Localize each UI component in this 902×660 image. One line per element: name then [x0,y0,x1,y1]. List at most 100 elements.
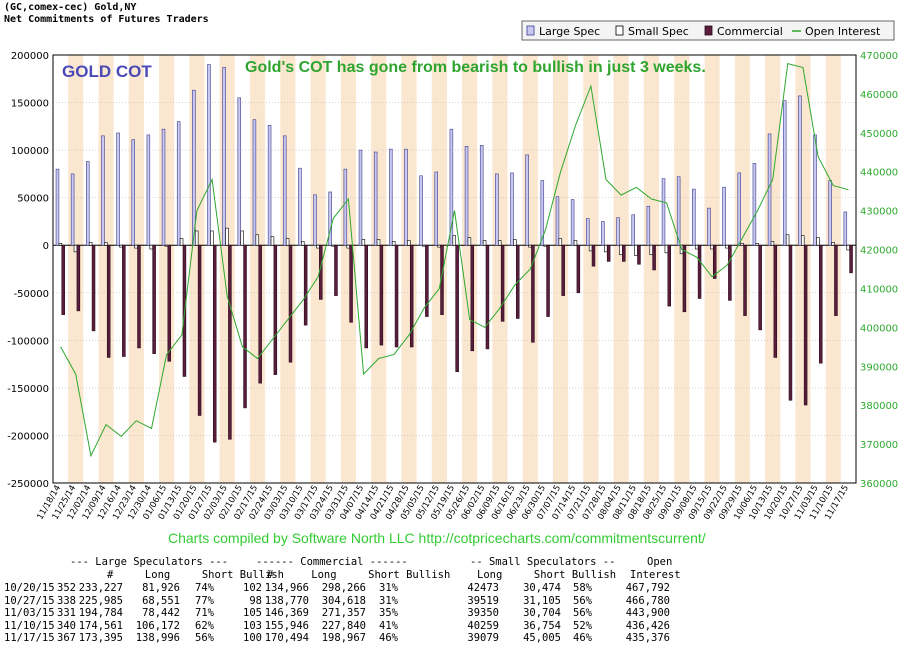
legend-swatch [615,25,624,36]
bar-large-spec [101,135,105,246]
bar-large-spec [601,221,605,246]
bar-small-spec [407,240,411,246]
table-cell-c_long: 155,946 [264,619,309,632]
table-cell-c_long: 170,494 [264,632,309,644]
y-tick-right: 360000 [860,479,898,490]
bar-small-spec [816,237,820,246]
bar-commercial [455,244,459,373]
bar-large-spec [237,97,242,246]
bar-large-spec [782,100,787,246]
bar-commercial [803,244,808,406]
table-cell-date: 11/17/15 [4,632,55,644]
plot-band [68,55,84,483]
bar-large-spec [813,134,817,246]
bar-commercial [591,244,596,267]
bar-large-spec [434,171,438,246]
table-cell-c_bull: 35% [379,607,398,619]
chart-header-line1: (GC,comex-cec) Gold,NY [4,2,137,13]
plot-band [371,55,387,483]
bar-large-spec [828,180,832,246]
bar-commercial [303,244,308,326]
bar-commercial [531,244,535,343]
table-cell-oi: 435,376 [625,632,670,644]
bar-small-spec [649,244,653,256]
table-cell-l_bull: 74% [195,582,214,594]
bar-large-spec [692,188,696,246]
bar-commercial [106,244,111,358]
bar-large-spec [131,139,135,246]
table-cell-c_n: 103 [243,619,262,632]
bar-commercial [637,244,641,265]
bar-commercial [425,244,429,317]
table-cell-date: 10/20/15 [4,582,55,594]
bar-large-spec [646,205,651,246]
bar-large-spec [555,196,560,246]
bar-commercial [137,244,141,349]
bar-small-spec [497,240,502,246]
table-cell-l_long: 225,985 [78,594,123,607]
table-cell-s_short: 36,754 [523,619,561,632]
y-tick-left: 200000 [11,51,49,62]
bar-small-spec [346,244,350,249]
bar-commercial [197,244,202,416]
table-cell-l_long: 194,784 [78,607,123,619]
bar-small-spec [134,244,138,249]
y-tick-left: 150000 [11,99,49,110]
y-tick-left: 100000 [11,146,49,157]
bar-commercial [76,244,81,312]
table-cell-c_bull: 31% [379,582,398,594]
bar-small-spec [740,243,744,246]
plot-band [128,55,144,483]
bar-small-spec [331,244,335,247]
table-cell-c_long: 134,966 [264,582,309,594]
y-tick-right: 460000 [860,90,898,101]
table-cell-l_long: 173,395 [78,632,123,644]
legend-swatch [526,25,535,36]
table-cell-s_long: 39079 [467,632,499,644]
bar-small-spec [225,227,229,246]
bar-commercial [91,244,96,332]
bar-commercial [652,244,656,271]
bar-commercial [743,244,747,316]
table-cell-l_n: 338 [57,594,76,607]
bar-small-spec [422,244,426,247]
y-tick-left: 50000 [17,194,49,205]
bar-commercial [682,244,687,313]
bar-small-spec [149,244,153,250]
table-cell-oi: 436,426 [625,619,670,632]
y-tick-right: 390000 [860,362,898,373]
y-tick-left: -150000 [7,384,49,395]
bar-commercial [364,244,368,349]
line-open-interest [60,62,849,458]
y-tick-right: 450000 [860,129,898,140]
bar-small-spec [573,240,578,246]
plot-band [765,55,781,483]
plot-border [52,54,857,484]
table-cell-l_n: 331 [57,607,76,619]
bar-large-spec [449,128,454,246]
table-cell-c_short: 227,840 [321,619,366,632]
bar-large-spec [267,125,272,246]
bar-commercial [712,244,717,279]
bar-commercial [409,244,414,348]
bar-large-spec [661,178,666,246]
table-cell-l_n: 340 [57,619,76,632]
table-cell-s_bull: 52% [573,619,592,632]
plot-band [643,55,660,483]
table-cell-date: 11/03/15 [4,607,55,619]
plot-band [734,55,750,483]
bar-small-spec [831,242,835,246]
table-cell-c_short: 198,967 [321,632,366,644]
table-cell-l_long: 174,561 [78,619,123,632]
bar-commercial [319,244,323,300]
bar-commercial [485,244,490,350]
bar-large-spec [464,146,469,246]
chart-annotation: Gold's COT has gone from bearish to bull… [245,59,706,76]
bar-large-spec [843,211,848,246]
bar-small-spec [194,230,199,246]
y-tick-left: -200000 [7,431,49,442]
table-cell-c_n: 102 [243,582,262,594]
table-cell-l_short: 81,926 [142,582,180,594]
y-tick-left: -50000 [14,289,49,300]
table-cell-date: 10/27/15 [4,594,55,607]
